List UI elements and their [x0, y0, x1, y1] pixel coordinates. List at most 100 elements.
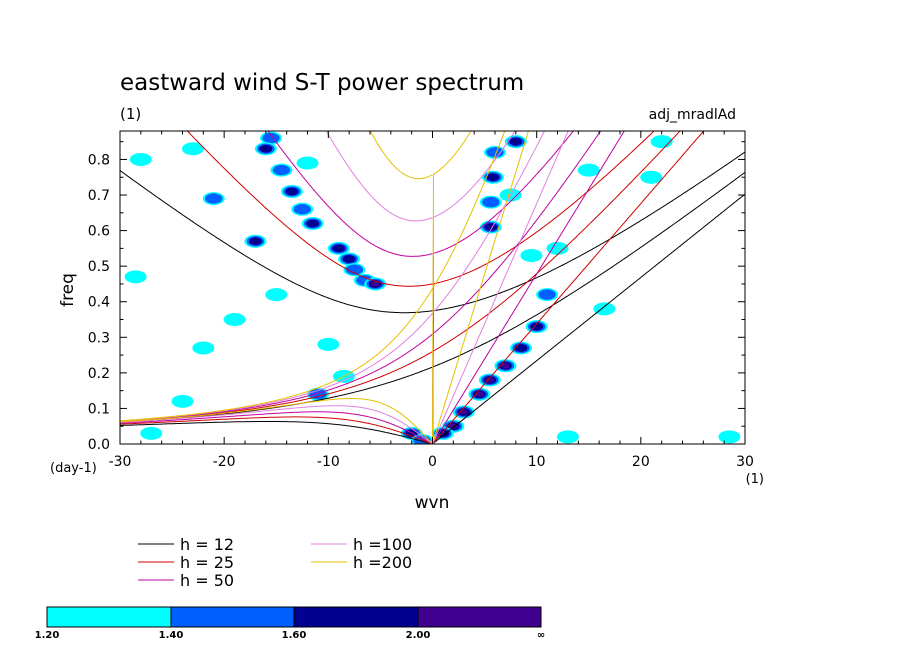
- power-blob-24-level-2: [530, 322, 544, 331]
- power-blob-12-level-1: [205, 193, 223, 204]
- power-blob-17-level-2: [486, 173, 500, 182]
- plot-area: [120, 131, 745, 444]
- power-blob-20-level-2: [509, 137, 523, 146]
- gravity-curve-h25: [186, 131, 433, 287]
- power-blob-27-level-3: [485, 377, 494, 383]
- legend-label-2: h = 50: [180, 571, 234, 590]
- power-blob-42-level-0: [171, 394, 194, 408]
- colorbar-label-2: 1.60: [282, 630, 307, 641]
- power-blob-11-level-2: [249, 237, 262, 246]
- power-blob-40-level-0: [265, 288, 288, 302]
- y-tick-label-8: 0.8: [88, 152, 110, 168]
- x-tick-label-5: 20: [632, 454, 650, 470]
- power-blob-22-level-0: [520, 248, 543, 262]
- chart-title: eastward wind S-T power spectrum: [120, 70, 524, 96]
- kelvin-curve-h100: [432, 131, 569, 444]
- gravity-curve-h50: [267, 131, 433, 257]
- x-unit-label: (1): [746, 472, 764, 487]
- colorbar-label-0: 1.20: [35, 630, 60, 641]
- power-blob-4-level-1: [293, 204, 311, 215]
- colorbar-label-1: 1.40: [159, 630, 184, 641]
- power-blob-25-level-2: [514, 344, 528, 352]
- gravity-curve-h100: [325, 131, 433, 222]
- x-axis-label: wvn: [415, 493, 450, 513]
- x-axis-ticks: -30 -20 -10 0 10 20 30: [109, 131, 754, 470]
- x-tick-label-2: -10: [317, 454, 340, 470]
- x-tick-label-1: -20: [213, 454, 236, 470]
- legend-label-0: h = 12: [180, 535, 234, 554]
- kelvin-curve-h50: [432, 131, 625, 444]
- y-tick-label-2: 0.2: [88, 366, 110, 382]
- chart-subtitle-right: adj_mradlAd: [649, 107, 736, 123]
- colorbar-label-3: 2.00: [406, 630, 431, 641]
- power-blob-29-level-3: [459, 409, 468, 415]
- power-blob-5-level-2: [306, 219, 320, 228]
- x-tick-label-0: -30: [109, 454, 132, 470]
- power-blob-35-level-0: [577, 163, 600, 177]
- x-tick-label-4: 10: [528, 454, 546, 470]
- power-blob-7-level-2: [342, 255, 356, 263]
- rossby-curve-h25: [120, 131, 655, 444]
- power-blob-14-level-0: [181, 142, 204, 156]
- power-blob-44-level-0: [718, 430, 741, 444]
- power-blob-30-level-3: [449, 423, 458, 429]
- rossby-curve-h12: [120, 151, 745, 444]
- y-tick-label-3: 0.3: [88, 330, 110, 346]
- gravity-curve-h200: [369, 131, 433, 180]
- y-unit-label: (day-1): [50, 461, 97, 476]
- y-axis-label: freq: [58, 273, 78, 307]
- y-tick-label-7: 0.7: [88, 188, 110, 204]
- power-blob-1-level-2: [259, 144, 273, 153]
- mrg-curve-h200: [120, 131, 506, 422]
- kelvin-curve-h200: [432, 131, 529, 444]
- kelvin-curve-h25: [432, 131, 705, 444]
- power-blob-45-level-0: [140, 426, 163, 440]
- gravity-curve-h12: [120, 170, 433, 314]
- chart-subtitle-left: (1): [120, 105, 141, 123]
- power-blob-2-level-1: [272, 164, 291, 176]
- power-blob-41-level-0: [317, 337, 340, 351]
- power-blob-26-level-3: [501, 363, 510, 369]
- dispersion-curves: [120, 131, 745, 444]
- y-tick-label-4: 0.4: [88, 295, 110, 311]
- colorbar-swatch-1: [170, 606, 295, 628]
- y-tick-label-5: 0.5: [88, 259, 110, 275]
- power-blob-15-level-0: [296, 156, 319, 170]
- x-tick-label-3: 0: [428, 454, 437, 470]
- colorbar-swatch-3: [417, 606, 542, 628]
- y-axis-ticks: 0.0 0.1 0.2 0.3 0.4 0.5 0.6 0.7 0.8: [88, 141, 745, 453]
- power-blob-43-level-0: [192, 341, 215, 355]
- rossby-curve-h50: [120, 131, 575, 444]
- legend-label-4: h =200: [353, 553, 412, 572]
- power-blob-10-level-3: [371, 281, 380, 287]
- colorbar-swatch-2: [293, 606, 419, 628]
- kelvin-curve-h12: [432, 193, 745, 444]
- power-blob-28-level-3: [475, 391, 484, 397]
- power-blob-37-level-0: [640, 170, 663, 184]
- y-tick-label-0: 0.0: [88, 437, 110, 453]
- power-blob-48-level-0: [593, 302, 616, 316]
- power-blob-18-level-1: [482, 196, 500, 208]
- power-blob-13-level-0: [129, 152, 152, 166]
- y-tick-label-1: 0.1: [88, 401, 110, 417]
- rossby-curve-h200: [120, 131, 472, 444]
- power-blob-8-level-1: [345, 264, 364, 275]
- power-blob-16-level-1: [486, 147, 504, 158]
- power-blob-39-level-0: [223, 313, 246, 327]
- rossby-curve-h100: [120, 131, 516, 444]
- power-blob-6-level-2: [332, 244, 346, 253]
- power-blob-23-level-1: [538, 289, 556, 300]
- legend-label-1: h = 25: [180, 553, 234, 572]
- power-blob-34-level-0: [546, 241, 569, 255]
- power-blob-3-level-2: [285, 187, 299, 196]
- colorbar: 1.20 1.40 1.60 2.00 ∞: [35, 606, 545, 641]
- power-blob-38-level-0: [124, 270, 147, 284]
- colorbar-label-4: ∞: [537, 630, 545, 641]
- colorbar-swatch-0: [46, 606, 172, 628]
- x-tick-label-6: 30: [736, 454, 754, 470]
- legend-label-3: h =100: [353, 535, 412, 554]
- y-tick-label-6: 0.6: [88, 224, 110, 240]
- power-blob-47-level-0: [556, 430, 579, 444]
